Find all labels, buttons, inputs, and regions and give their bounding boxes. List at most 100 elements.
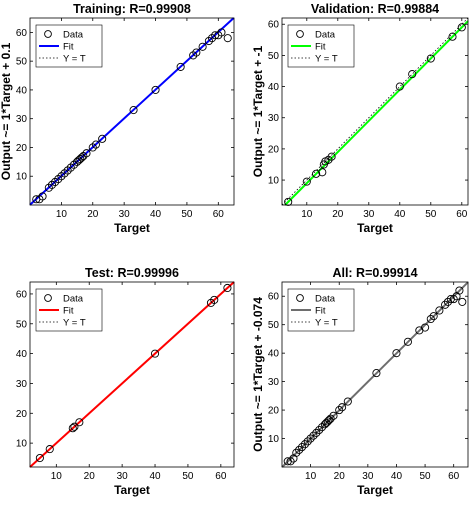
y-tick-label: 40 [268, 349, 280, 360]
legend-fit-label: Fit [63, 42, 74, 53]
data-point [318, 168, 327, 177]
legend-identity-label: Y = T [63, 318, 86, 329]
y-tick-label: 60 [268, 292, 280, 303]
x-tick-label: 30 [362, 471, 374, 482]
legend-identity-label: Y = T [315, 54, 338, 65]
data-point [458, 297, 467, 306]
data-point [309, 431, 318, 440]
data-point [77, 153, 86, 162]
x-axis-label: Target [357, 221, 393, 235]
data-point [312, 428, 321, 437]
data-point [315, 425, 324, 435]
data-point [223, 34, 232, 43]
data-point [210, 295, 219, 304]
legend-fit-label: Fit [315, 42, 326, 53]
y-axis-label: Output ~= 1*Target + -1 [251, 45, 265, 177]
axes-box [281, 281, 469, 468]
legend-identity-label: Y = T [63, 54, 86, 65]
x-tick-label: 60 [448, 471, 460, 482]
axes-box [281, 17, 469, 206]
data-point [335, 406, 344, 415]
data-point [68, 424, 77, 433]
x-tick-label: 60 [215, 471, 227, 482]
axes-box [29, 281, 235, 468]
data-point [98, 134, 107, 143]
plot-panel-4: 10 20 30 40 50 60 10 20 30 40 50 60 All: R=0.99914 Ta… [251, 266, 469, 497]
data-point [306, 434, 315, 443]
plot-panel-2: 10 20 30 40 50 60 10 20 30 40 50 60 Validation: R=0.… [251, 2, 469, 235]
data-point [324, 155, 333, 164]
x-tick-label: 40 [391, 471, 403, 482]
legend-fit-label: Fit [63, 306, 74, 317]
x-tick-label: 10 [51, 471, 63, 482]
y-axis-label: Output ~= 1*Target + -0.074 [251, 297, 265, 452]
data-point [151, 85, 160, 94]
x-axis-label: Target [357, 483, 393, 497]
data-point [45, 445, 54, 454]
x-tick-label: 50 [182, 471, 194, 482]
y-tick-label: 30 [268, 377, 280, 388]
plot-panel-3: 10 20 30 40 50 60 10 20 30 40 50 60 Test: R=0.99996 T… [16, 266, 235, 497]
data-point [449, 295, 458, 304]
data-point [150, 349, 160, 358]
plot-title: Training: R=0.99908 [73, 2, 191, 16]
data-point [70, 422, 79, 431]
legend-data-label: Data [315, 294, 336, 305]
y-tick-label: 20 [16, 409, 28, 420]
y-tick-label: 10 [16, 172, 28, 183]
y-tick-label: 60 [268, 20, 280, 31]
data-point [323, 417, 332, 426]
plot-title: All: R=0.99914 [332, 266, 417, 280]
x-tick-label: 40 [149, 471, 161, 482]
y-tick-label: 60 [16, 289, 28, 300]
x-axis-label: Target [114, 483, 150, 497]
data-point [392, 349, 401, 358]
legend-data-label: Data [63, 294, 84, 305]
data-point [325, 415, 334, 425]
data-point [408, 70, 417, 79]
data-point [312, 169, 321, 178]
data-point [426, 54, 435, 63]
x-tick-label: 40 [150, 209, 162, 220]
x-tick-label: 10 [305, 471, 317, 482]
data-point [303, 437, 312, 446]
x-tick-label: 20 [332, 209, 344, 220]
legend-identity-label: Y = T [315, 318, 338, 329]
data-point [395, 82, 404, 91]
x-tick-label: 40 [394, 209, 406, 220]
y-tick-label: 10 [16, 439, 28, 450]
data-point [421, 323, 430, 332]
data-point [372, 369, 381, 378]
data-point [297, 443, 307, 452]
y-tick-label: 40 [16, 349, 28, 360]
x-tick-label: 60 [213, 209, 225, 220]
y-tick-label: 60 [16, 28, 28, 39]
x-tick-label: 20 [334, 471, 346, 482]
data-point [327, 152, 336, 161]
plot-title: Validation: R=0.99884 [311, 2, 439, 16]
x-tick-label: 60 [456, 209, 468, 220]
data-point [284, 197, 293, 206]
data-point [176, 62, 185, 71]
x-tick-label: 50 [181, 209, 193, 220]
y-tick-label: 50 [16, 57, 28, 68]
x-tick-label: 30 [119, 209, 131, 220]
data-point [35, 453, 44, 463]
axes-box [29, 17, 235, 206]
x-tick-label: 10 [301, 209, 313, 220]
data-point [448, 32, 457, 41]
y-tick-label: 40 [268, 82, 280, 93]
data-point [82, 149, 91, 158]
data-point [75, 418, 84, 427]
x-tick-label: 20 [84, 471, 96, 482]
legend-data-label: Data [63, 30, 84, 41]
x-tick-label: 20 [87, 209, 99, 220]
y-tick-label: 10 [268, 434, 280, 445]
data-point [455, 286, 464, 295]
legend-data-marker [44, 294, 52, 302]
data-point [322, 418, 331, 427]
